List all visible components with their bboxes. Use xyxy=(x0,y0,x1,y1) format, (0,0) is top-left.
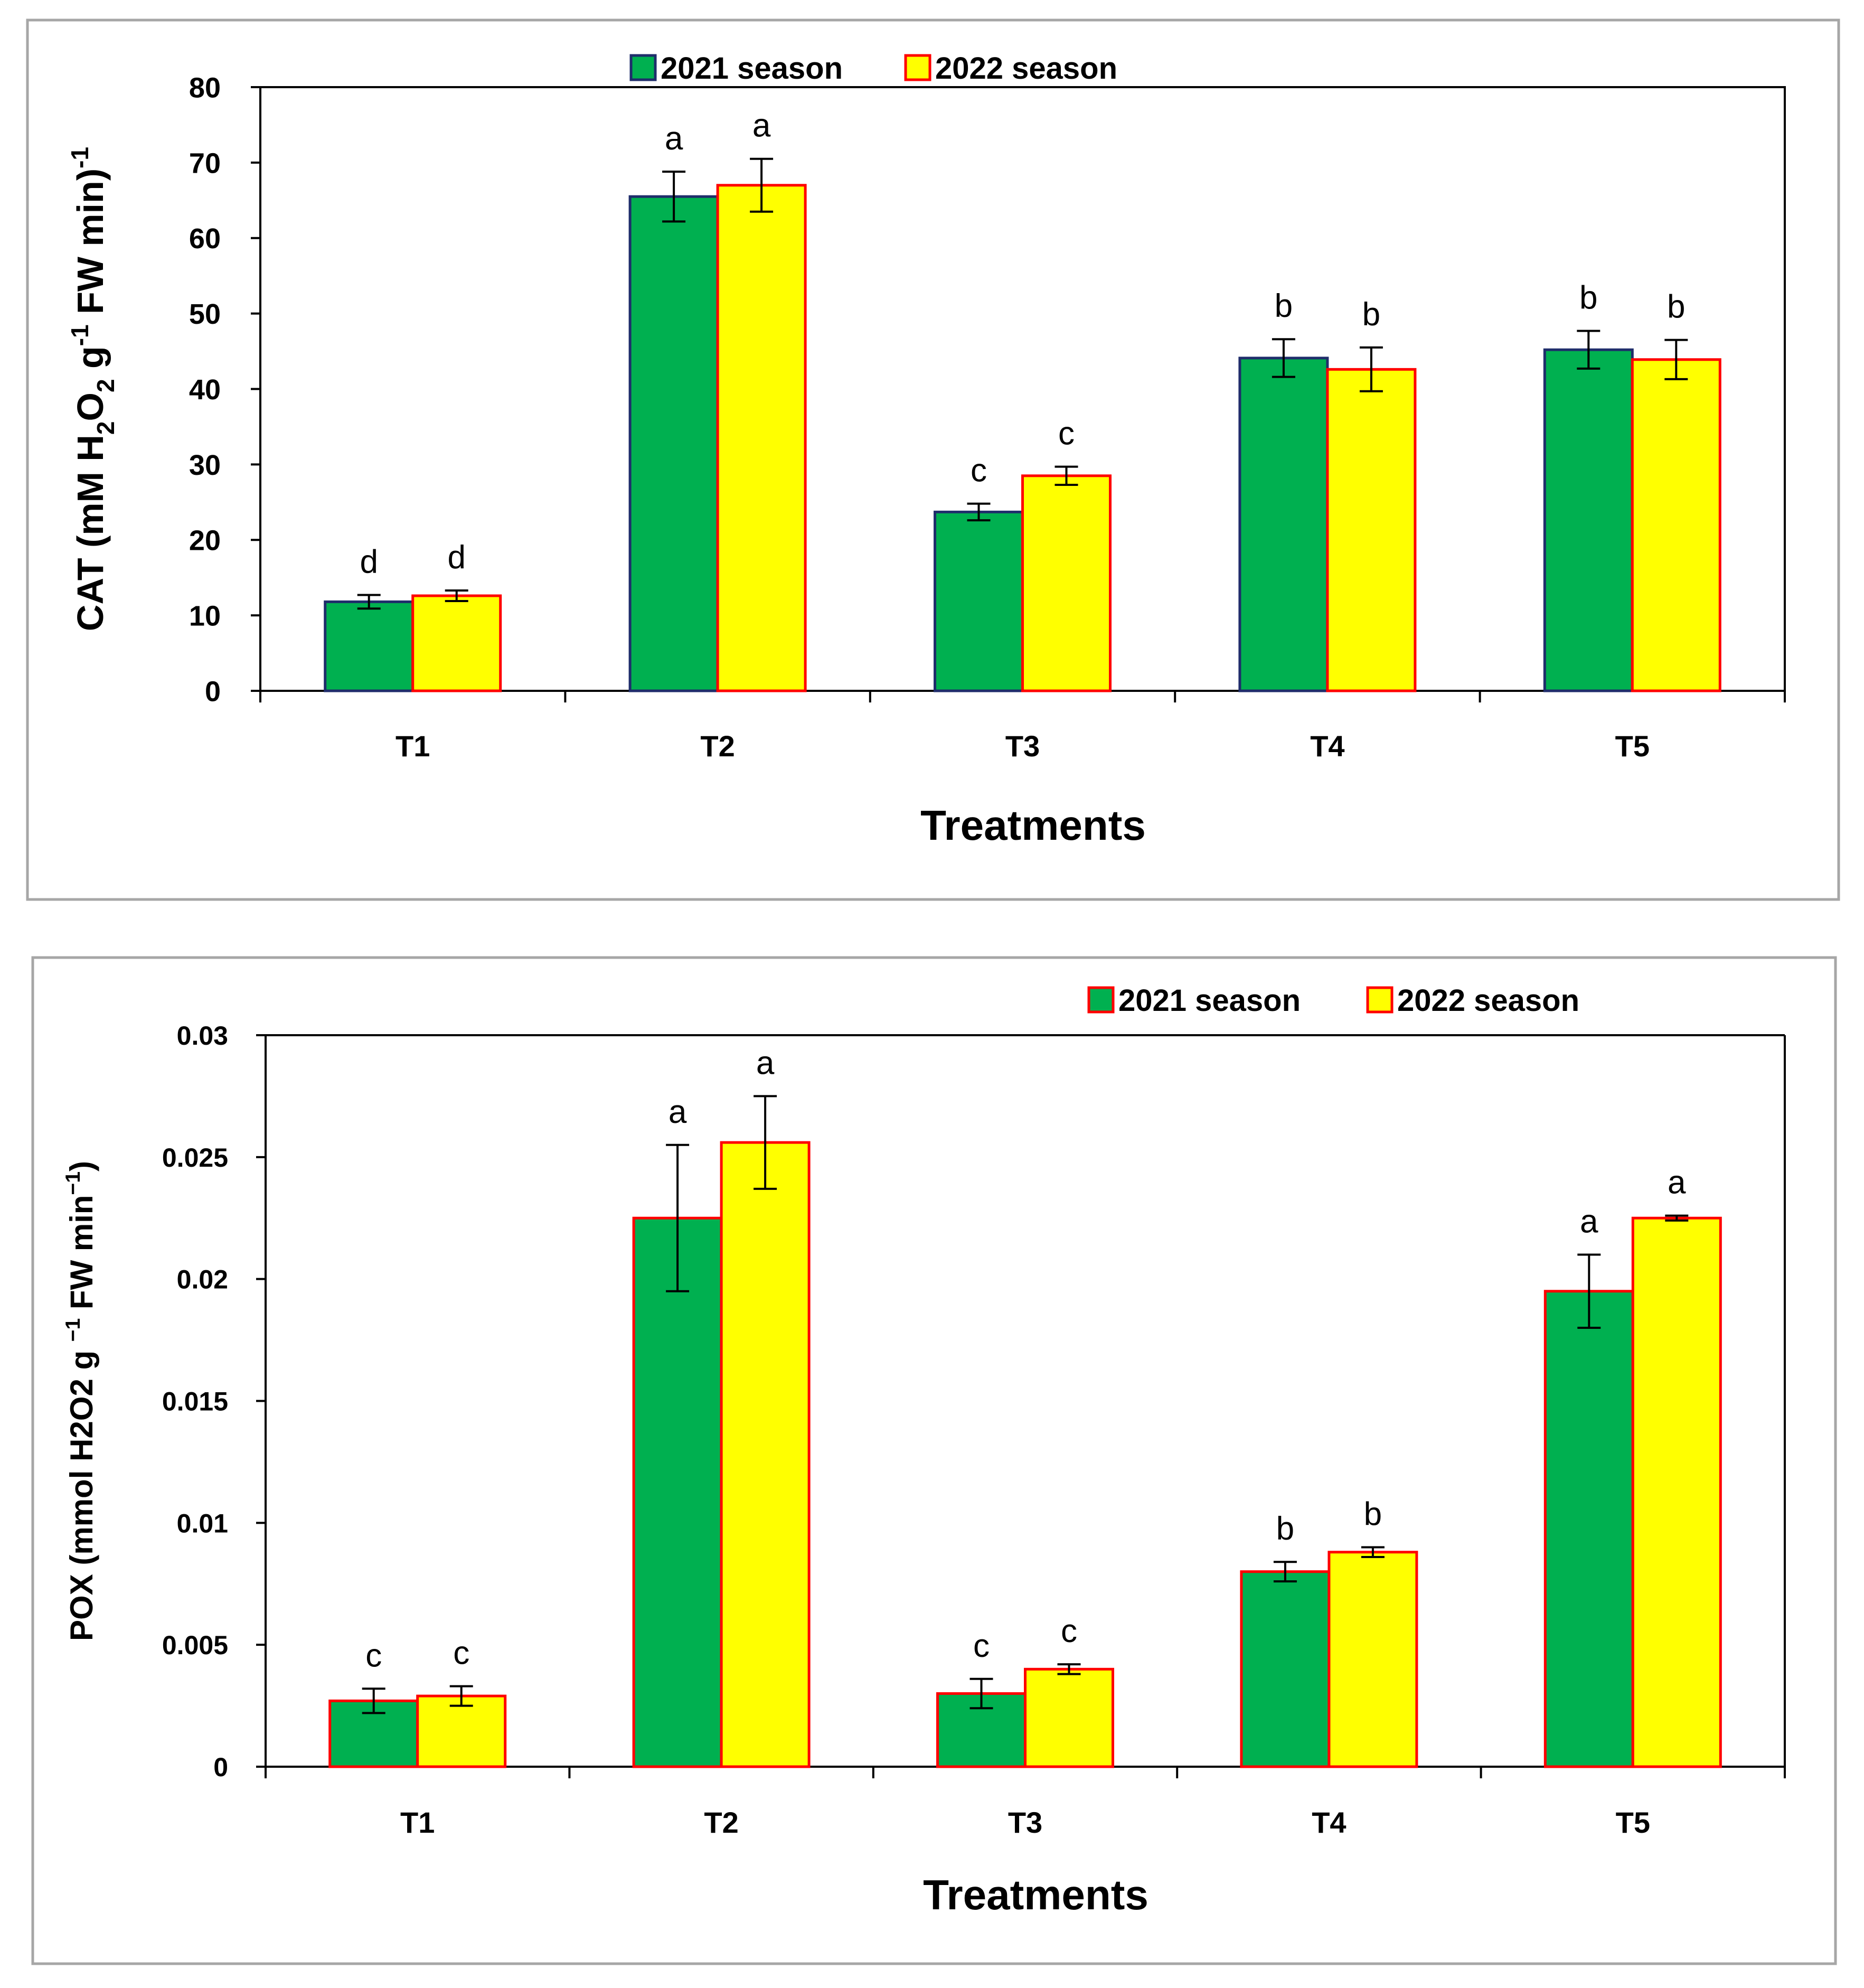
x-axis-title: Treatments xyxy=(920,802,1146,849)
significance-letter: b xyxy=(1364,1496,1382,1533)
y-tick-label: 50 xyxy=(189,298,221,330)
y-tick-label: 0.015 xyxy=(162,1387,228,1417)
x-tick-label: T4 xyxy=(1310,729,1344,763)
y-title-text: ) xyxy=(64,1161,99,1171)
bar-2022-t3 xyxy=(1021,474,1112,692)
significance-letter: d xyxy=(447,539,465,576)
x-tick-label: T4 xyxy=(1312,1806,1346,1839)
bar-2021-t3 xyxy=(934,510,1024,692)
legend-label-2022: 2022 season xyxy=(935,51,1117,86)
significance-letter: b xyxy=(1276,1511,1294,1547)
bar-2021-t4 xyxy=(1240,1570,1331,1768)
x-tick-label: T5 xyxy=(1616,1806,1650,1839)
y-tick-label: 0 xyxy=(213,1752,228,1782)
significance-letter: c xyxy=(1058,416,1075,452)
significance-letter: a xyxy=(756,1045,775,1081)
significance-letter: b xyxy=(1275,288,1293,324)
significance-letter: c xyxy=(971,453,987,489)
y-tick-label: 0.025 xyxy=(162,1143,228,1173)
cat-chart: 0 10 20 30 40 50 60 70 80 T1 T2 T3 T4 T5 d a c b b d a c b b 202… xyxy=(66,51,1786,849)
bar-2022-t4 xyxy=(1328,1551,1418,1768)
y-title-text: FW min) xyxy=(70,168,111,324)
bar-2021-t2 xyxy=(628,195,719,692)
y-title-superscript: -1 xyxy=(66,147,93,168)
x-tick-label: T1 xyxy=(400,1806,435,1839)
legend-label-2022: 2022 season xyxy=(1397,983,1579,1018)
significance-letter: c xyxy=(1061,1613,1077,1649)
x-tick-label: T2 xyxy=(700,729,735,763)
pox-panel-frame xyxy=(31,956,1837,1965)
x-tick-label: T1 xyxy=(396,729,430,763)
x-tick-label: T5 xyxy=(1615,729,1650,763)
bar-2022-t3 xyxy=(1024,1667,1114,1768)
x-axis-title: Treatments xyxy=(923,1871,1148,1918)
pox-chart: 0 0.005 0.01 0.015 0.02 0.025 0.03 T1 T2 T3 T4 T5 c a… xyxy=(62,983,1786,1918)
bar-2022-t1 xyxy=(411,594,502,692)
x-tick-label: T2 xyxy=(704,1806,738,1839)
y-tick-label: 10 xyxy=(189,601,221,632)
y-tick-label: 80 xyxy=(189,72,221,104)
y-title-superscript: -1 xyxy=(66,324,93,346)
significance-letter: c xyxy=(973,1628,990,1664)
cat-panel-frame xyxy=(26,18,1840,901)
significance-letter: b xyxy=(1579,279,1597,316)
y-title-text: POX (mmol H2O2 g xyxy=(64,1342,99,1641)
y-axis-title: CAT (mM H2O2 g-1 FW min)-1 xyxy=(66,147,119,631)
y-tick-label: 0.03 xyxy=(177,1021,228,1051)
bar-2021-t4 xyxy=(1238,357,1329,692)
y-title-text: O xyxy=(70,392,111,421)
y-tick-label: 0 xyxy=(205,676,221,707)
y-title-text: CAT (mM H xyxy=(70,435,111,631)
bar-2022-t5 xyxy=(1631,358,1721,692)
significance-letter: d xyxy=(360,544,378,580)
y-title-text: g xyxy=(70,346,111,379)
y-title-subscript: 2 xyxy=(92,379,119,392)
significance-letter: a xyxy=(1668,1165,1686,1201)
y-title-subscript: 2 xyxy=(92,421,119,435)
legend-label-2021: 2021 season xyxy=(1118,983,1301,1018)
significance-letter: a xyxy=(669,1094,687,1130)
y-tick-label: 0.01 xyxy=(177,1508,228,1538)
y-tick-label: 0.005 xyxy=(162,1630,228,1660)
y-tick-label: 70 xyxy=(189,147,221,179)
significance-letter: c xyxy=(453,1635,469,1672)
y-title-text: FW min xyxy=(64,1195,99,1318)
legend-swatch-2022 xyxy=(1366,986,1394,1014)
x-tick-label: T3 xyxy=(1005,729,1040,763)
x-tick-label: T3 xyxy=(1008,1806,1042,1839)
significance-letter: a xyxy=(1580,1204,1598,1240)
legend-swatch-2021 xyxy=(629,54,657,81)
bar-2021-t2 xyxy=(632,1216,723,1768)
y-tick-label: 20 xyxy=(189,525,221,557)
y-title-superscript: −1 xyxy=(62,1318,84,1342)
bar-2021-t5 xyxy=(1543,348,1634,692)
significance-letter: b xyxy=(1362,296,1380,333)
y-tick-label: 30 xyxy=(189,449,221,481)
y-tick-label: 40 xyxy=(189,374,221,406)
bar-2021-t1 xyxy=(324,600,415,692)
significance-letter: a xyxy=(752,108,771,144)
legend-swatch-2022 xyxy=(904,54,931,81)
bar-2022-t4 xyxy=(1326,368,1417,692)
legend-label-2021: 2021 season xyxy=(661,51,843,86)
significance-letter: b xyxy=(1667,289,1685,325)
y-title-superscript: −1 xyxy=(62,1171,84,1195)
bar-2022-t5 xyxy=(1631,1216,1722,1768)
y-tick-label: 60 xyxy=(189,223,221,255)
y-tick-label: 0.02 xyxy=(177,1265,228,1295)
y-axis-title: POX (mmol H2O2 g −1 FW min−1) xyxy=(62,1161,99,1641)
bar-2022-t2 xyxy=(720,1141,811,1768)
significance-letter: a xyxy=(665,120,683,157)
bar-2022-t2 xyxy=(716,184,807,692)
bar-2021-t5 xyxy=(1543,1290,1634,1768)
significance-letter: c xyxy=(365,1637,382,1674)
legend-swatch-2021 xyxy=(1087,986,1115,1014)
